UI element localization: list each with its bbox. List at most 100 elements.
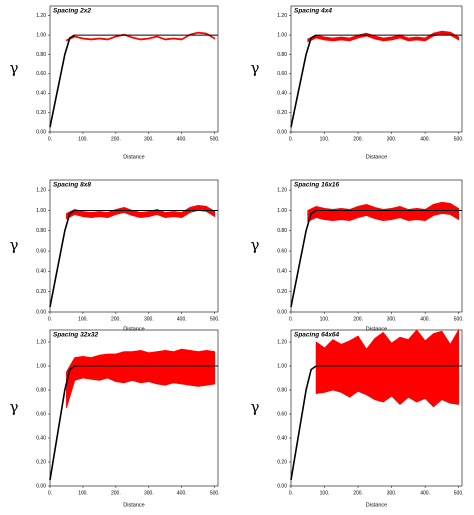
y-tick-label: 0.40 [36,91,46,97]
y-tick-label: 0.80 [36,228,46,234]
x-axis-label: Distance [366,502,387,508]
y-axis-label: γ [251,236,260,254]
y-tick-label: 1.20 [36,187,46,193]
y-tick-label: 1.20 [277,187,287,193]
y-tick-label: 1.20 [277,13,287,19]
model-curve [49,34,76,128]
x-tick-label: 400. [420,136,430,142]
simulation-band [66,31,216,42]
y-tick-label: 0.20 [277,289,287,295]
y-tick-label: 1.20 [36,339,46,345]
y-tick-label: 1.20 [36,13,46,19]
plot-frame [290,329,463,487]
y-tick-label: 0.80 [277,387,287,393]
x-tick-label: 100. [78,316,88,322]
y-tick-label: 0.60 [36,71,46,77]
y-tick-label: 0.80 [36,387,46,393]
plot-frame [290,179,463,313]
panel-title: Spacing 32x32 [53,332,99,339]
y-tick-label: 0.40 [36,269,46,275]
y-tick-label: 0.00 [36,309,46,315]
x-tick-label: 0. [289,316,293,322]
y-axis-label: γ [251,59,260,77]
panel-title: Spacing 16x16 [294,182,340,189]
y-axis-label: γ [10,59,19,77]
x-tick-label: 0. [289,136,293,142]
y-axis-label: γ [251,398,260,416]
x-tick-label: 500. [454,316,464,322]
y-tick-label: 0.60 [277,411,287,417]
x-tick-label: 400. [177,316,187,322]
model-curve [49,365,76,481]
panel-title: Spacing 8x8 [53,182,91,189]
y-tick-label: 1.00 [36,363,46,369]
x-tick-label: 100. [78,490,88,496]
y-tick-label: 1.00 [277,208,287,214]
x-tick-label: 300. [144,136,154,142]
simulation-band [66,348,216,409]
x-tick-label: 0. [48,490,52,496]
x-tick-label: 500. [210,490,220,496]
y-tick-label: 1.00 [36,208,46,214]
x-tick-label: 400. [177,136,187,142]
x-tick-label: 500. [210,136,220,142]
y-axis-label: γ [10,236,19,254]
y-tick-label: 0.00 [36,483,46,489]
simulation-band [307,30,460,43]
x-tick-label: 200. [111,490,121,496]
x-tick-label: 100. [320,316,330,322]
y-tick-label: 1.00 [277,363,287,369]
y-tick-label: 1.00 [36,32,46,38]
panel-title: Spacing 4x4 [294,8,332,15]
x-tick-label: 300. [387,136,397,142]
x-tick-label: 200. [353,490,363,496]
x-tick-label: 300. [144,490,154,496]
x-tick-label: 0. [289,490,293,496]
y-tick-label: 0.00 [277,483,287,489]
y-tick-label: 0.20 [36,289,46,295]
plot-frame [49,5,219,133]
x-tick-label: 200. [111,316,121,322]
y-tick-label: 0.00 [277,309,287,315]
x-axis-label: Distance [366,326,387,332]
simulation-band [315,328,460,408]
x-tick-label: 500. [454,136,464,142]
x-tick-label: 400. [177,490,187,496]
y-tick-label: 0.40 [277,435,287,441]
x-tick-label: 300. [144,316,154,322]
plot-frame [290,5,463,133]
x-tick-label: 100. [320,490,330,496]
x-axis-label: Distance [123,154,144,160]
x-tick-label: 400. [420,490,430,496]
x-tick-label: 300. [387,316,397,322]
plot-frame [49,329,219,487]
x-tick-label: 500. [454,490,464,496]
y-tick-label: 0.60 [36,248,46,254]
plot-frame [49,179,219,313]
x-tick-label: 200. [111,136,121,142]
y-tick-label: 0.00 [277,129,287,135]
x-axis-label: Distance [123,502,144,508]
y-tick-label: 0.40 [277,91,287,97]
panel-title: Spacing 2x2 [53,8,91,15]
x-tick-label: 0. [48,136,52,142]
y-tick-label: 0.80 [277,52,287,58]
y-tick-label: 0.60 [277,248,287,254]
x-tick-label: 100. [78,136,88,142]
y-tick-label: 0.80 [277,228,287,234]
y-tick-label: 0.80 [36,52,46,58]
x-tick-label: 200. [353,136,363,142]
x-tick-label: 200. [353,316,363,322]
x-tick-label: 300. [387,490,397,496]
model-curve [49,209,76,308]
y-tick-label: 0.60 [36,411,46,417]
x-axis-label: Distance [123,326,144,332]
x-tick-label: 400. [420,316,430,322]
x-tick-label: 100. [320,136,330,142]
y-axis-label: γ [10,398,19,416]
y-tick-label: 1.00 [277,32,287,38]
model-curve [290,209,317,308]
panel-title: Spacing 64x64 [294,332,340,339]
y-tick-label: 1.20 [277,339,287,345]
